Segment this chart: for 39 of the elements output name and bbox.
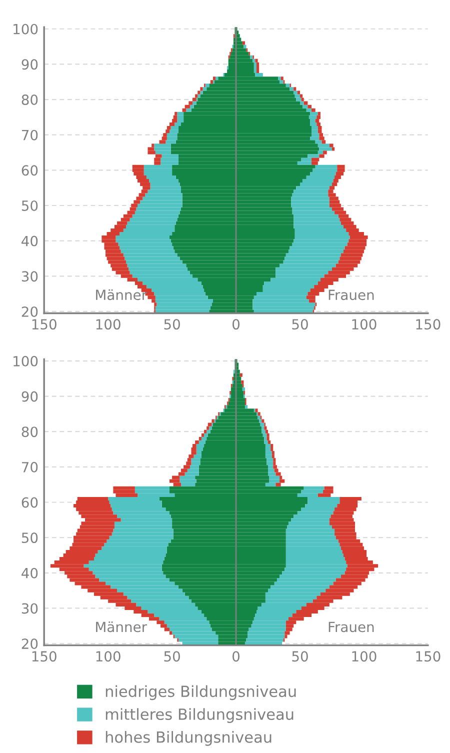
y-tick-label: 40 <box>22 568 38 578</box>
x-tick-label: 0 <box>232 319 240 330</box>
y-tick-label: 90 <box>22 391 38 402</box>
y-tick-label: 50 <box>22 532 38 544</box>
x-tick-label: 150 <box>416 651 440 662</box>
x-tick-label: 50 <box>164 319 180 330</box>
x-tick-label: 150 <box>416 319 440 330</box>
x-tick-label: 150 <box>32 651 56 662</box>
y-tick-label: 50 <box>22 200 38 211</box>
x-tick-label: 50 <box>164 651 180 662</box>
y-tick-label: 100 <box>14 356 38 366</box>
y-tick-label: 80 <box>22 94 38 105</box>
x-tick-label: 100 <box>352 651 376 662</box>
x-tick-label: 50 <box>292 651 308 662</box>
x-tick-label: 0 <box>232 651 240 662</box>
y-tick-label: 20 <box>22 638 38 650</box>
y-tick-label: 20 <box>22 306 38 317</box>
annotation: Männer <box>96 621 148 632</box>
x-tick-label: 100 <box>96 319 120 330</box>
y-tick-label: 60 <box>22 165 38 176</box>
y-tick-label: 60 <box>22 497 38 508</box>
legend-label: hohes Bildungsniveau <box>106 731 272 746</box>
legend-label: mittleres Bildungsniveau <box>106 708 294 723</box>
y-tick-label: 70 <box>22 462 38 472</box>
legend-label: niedriges Bildungsniveau <box>106 685 296 700</box>
x-tick-label: 100 <box>96 651 120 662</box>
y-tick-label: 80 <box>22 426 38 438</box>
annotation: Männer <box>96 289 148 300</box>
x-tick-label: 150 <box>32 319 56 330</box>
y-tick-label: 90 <box>22 59 38 70</box>
x-tick-label: 50 <box>292 319 308 330</box>
y-tick-label: 30 <box>22 603 38 614</box>
y-tick-label: 30 <box>22 271 38 282</box>
y-tick-label: 100 <box>14 24 38 34</box>
x-tick-label: 100 <box>352 319 376 330</box>
annotation: Frauen <box>328 290 374 300</box>
y-tick-label: 40 <box>22 236 38 246</box>
y-tick-label: 70 <box>22 130 38 140</box>
annotation: Frauen <box>328 622 374 632</box>
